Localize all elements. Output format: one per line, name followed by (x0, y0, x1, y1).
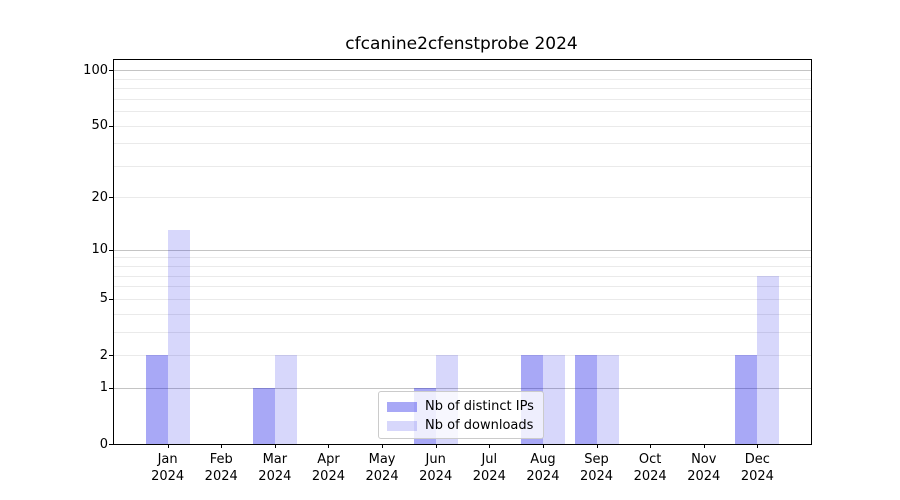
legend-label-distinct-ips: Nb of distinct IPs (425, 399, 534, 414)
x-tick-label: Jan 2024 (138, 451, 198, 485)
y-tick-label: 50 (91, 118, 108, 133)
y-tick-label: 5 (99, 291, 108, 307)
x-tick (596, 444, 598, 448)
major-gridline (114, 387, 811, 389)
major-gridline (114, 70, 811, 72)
major-gridline (114, 249, 811, 251)
x-tick-year: 2024 (419, 469, 453, 484)
x-tick-label: Apr 2024 (298, 451, 358, 485)
x-tick (274, 444, 276, 448)
chart-title: cfcanine2cfenstprobe 2024 (345, 34, 578, 54)
y-tick-label: 1 (99, 380, 108, 396)
x-tick (167, 444, 169, 448)
minor-gridline (114, 165, 811, 167)
y-tick (109, 387, 113, 389)
legend-label-downloads: Nb of downloads (425, 418, 534, 433)
x-tick-year: 2024 (258, 469, 292, 484)
bar-ips-jan (145, 355, 168, 444)
bar-downloads-jan (167, 230, 190, 444)
minor-gridline (114, 275, 811, 277)
legend-swatch-distinct-ips (387, 401, 417, 412)
y-tick (109, 70, 113, 72)
x-tick (703, 444, 705, 448)
x-tick (542, 444, 544, 448)
y-tick-label: 2 (99, 347, 108, 363)
minor-gridline (114, 257, 811, 259)
y-tick-label: 20 (91, 189, 108, 205)
minor-gridline (114, 266, 811, 268)
x-tick-year: 2024 (365, 469, 399, 484)
x-tick-year: 2024 (740, 469, 774, 484)
y-tick (109, 355, 113, 356)
x-tick-year: 2024 (311, 469, 345, 484)
x-tick (489, 444, 491, 448)
x-tick-label: Sep 2024 (567, 451, 627, 485)
bar-ips-dec (735, 355, 758, 444)
bar-ips-sep (574, 355, 597, 444)
bar-ips-mar (252, 387, 275, 444)
x-tick-label: Oct 2024 (620, 451, 680, 485)
minor-gridline (114, 98, 811, 100)
minor-gridline (114, 88, 811, 90)
y-tick (109, 197, 113, 199)
minor-gridline (114, 111, 811, 112)
x-tick (757, 444, 759, 448)
minor-gridline (114, 197, 811, 199)
x-tick-year: 2024 (687, 469, 721, 484)
legend-item-downloads: Nb of downloads (387, 416, 535, 435)
x-tick-label: Jun 2024 (406, 451, 466, 485)
y-tick-label: 100 (83, 62, 108, 78)
minor-gridline (114, 331, 811, 333)
y-tick (109, 298, 113, 300)
x-tick (328, 444, 330, 448)
legend: Nb of distinct IPs Nb of downloads (378, 391, 544, 439)
x-tick-year: 2024 (204, 469, 238, 484)
minor-gridline (114, 313, 811, 315)
minor-gridline (114, 78, 811, 80)
x-tick (221, 444, 223, 448)
bar-downloads-mar (274, 355, 297, 444)
minor-gridline (114, 298, 811, 300)
minor-gridline (114, 125, 811, 127)
minor-gridline (114, 286, 811, 288)
minor-gridline (114, 143, 811, 145)
legend-swatch-downloads (387, 420, 417, 431)
x-tick-year: 2024 (633, 469, 667, 484)
minor-gridline (114, 355, 811, 356)
x-tick-label: Jul 2024 (459, 451, 519, 485)
x-tick-label: Dec 2024 (727, 451, 787, 485)
x-tick-year: 2024 (472, 469, 506, 484)
x-tick-label: Nov 2024 (674, 451, 734, 485)
bar-downloads-aug (542, 355, 565, 444)
plot-area: Jan 2024 Feb 2024 Mar 2024 Apr 2024 May 2024 Jun 20… (83, 59, 812, 484)
legend-item-distinct-ips: Nb of distinct IPs (387, 397, 535, 416)
y-tick (109, 249, 113, 251)
x-tick-year: 2024 (526, 469, 560, 484)
x-tick (435, 444, 437, 448)
x-tick-year: 2024 (579, 469, 614, 484)
y-tick-label: 10 (91, 242, 108, 258)
bar-downloads-dec (757, 275, 780, 444)
y-tick (109, 444, 113, 445)
y-tick-label: 0 (99, 436, 108, 452)
x-tick (382, 444, 384, 448)
x-tick-year: 2024 (151, 469, 185, 484)
x-tick-label: Aug 2024 (513, 451, 573, 485)
x-tick (650, 444, 652, 448)
bar-downloads-sep (596, 355, 619, 444)
x-tick-label: May 2024 (352, 451, 412, 485)
y-tick (109, 125, 113, 127)
x-tick-label: Mar 2024 (245, 451, 305, 485)
x-tick-label: Feb 2024 (191, 451, 251, 485)
